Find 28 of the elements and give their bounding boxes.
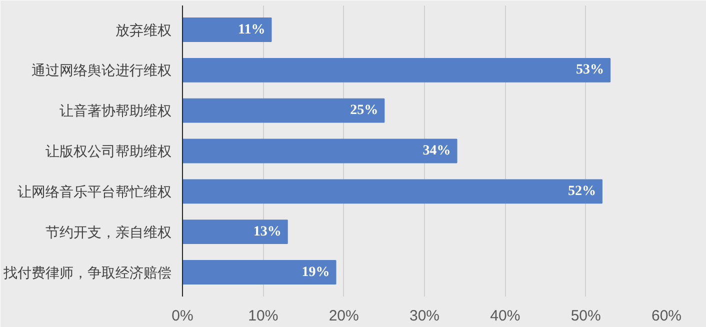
data-label: 25% (350, 103, 378, 118)
x-tick-label: 40% (490, 308, 520, 324)
bar (182, 260, 336, 284)
bar (182, 220, 288, 244)
y-tick-label: 放弃维权 (116, 22, 172, 38)
bar (182, 179, 602, 204)
data-label: 53% (576, 62, 604, 78)
data-label: 13% (253, 224, 282, 240)
x-tick-label: 20% (328, 308, 359, 324)
bar (182, 138, 458, 164)
x-tick-label: 0% (172, 308, 194, 324)
data-label: 34% (422, 144, 451, 158)
y-tick-label: 让网络音乐平台帮忙维权 (18, 183, 172, 200)
bar (182, 18, 272, 42)
data-label: 52% (568, 184, 596, 199)
x-tick-label: 30% (409, 308, 440, 324)
y-tick-label: 让音著协帮助维权 (60, 102, 172, 119)
data-label: 19% (302, 264, 330, 280)
x-tick-label: 50% (570, 308, 601, 324)
y-tick-label: 通过网络舆论进行维权 (32, 62, 172, 78)
bar (182, 58, 611, 82)
y-tick-label: 节约开支，亲自维权 (46, 224, 172, 240)
y-tick-label: 找付费律师，争取经济赔偿 (2, 264, 172, 280)
data-label: 11% (238, 22, 266, 38)
x-tick-label: 60% (651, 308, 682, 324)
x-tick-label: 10% (248, 308, 278, 324)
y-tick-label: 让版权公司帮助维权 (46, 143, 172, 159)
bar (182, 98, 385, 123)
